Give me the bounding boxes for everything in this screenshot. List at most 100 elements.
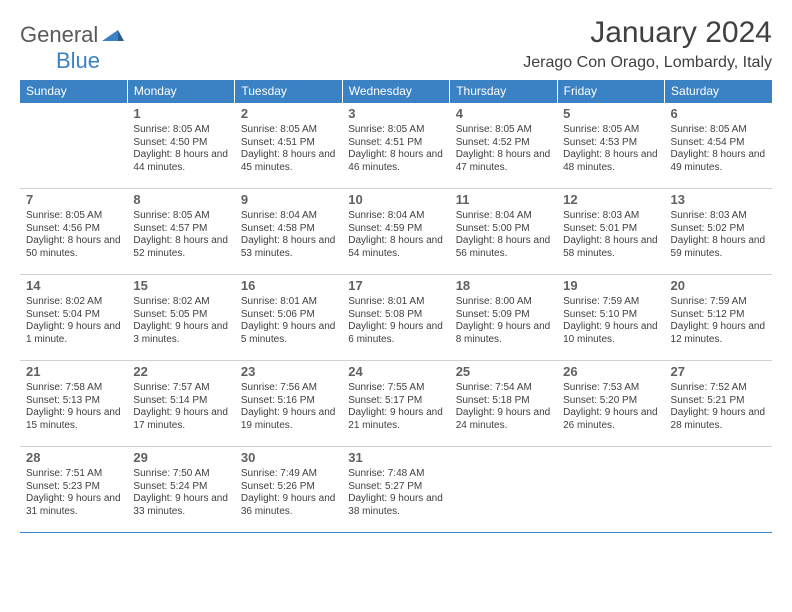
sunset-line: Sunset: 5:20 PM: [563, 395, 658, 408]
day-number: 16: [241, 278, 336, 294]
daylight-line: Daylight: 9 hours and 10 minutes.: [563, 321, 658, 346]
daylight-line: Daylight: 9 hours and 38 minutes.: [348, 493, 443, 518]
day-number: 30: [241, 450, 336, 466]
daylight-line: Daylight: 9 hours and 36 minutes.: [241, 493, 336, 518]
day-number: 5: [563, 106, 658, 122]
day-number: 8: [133, 192, 228, 208]
calendar-day-cell: 1Sunrise: 8:05 AMSunset: 4:50 PMDaylight…: [127, 103, 234, 189]
day-number: 24: [348, 364, 443, 380]
day-number: 19: [563, 278, 658, 294]
sunset-line: Sunset: 4:51 PM: [348, 137, 443, 150]
sunrise-line: Sunrise: 8:03 AM: [671, 210, 766, 223]
daylight-line: Daylight: 8 hours and 46 minutes.: [348, 149, 443, 174]
calendar-day-cell: 4Sunrise: 8:05 AMSunset: 4:52 PMDaylight…: [450, 103, 557, 189]
calendar-day-cell: 23Sunrise: 7:56 AMSunset: 5:16 PMDayligh…: [235, 361, 342, 447]
day-number: 18: [456, 278, 551, 294]
calendar-day-cell: 12Sunrise: 8:03 AMSunset: 5:01 PMDayligh…: [557, 189, 664, 275]
calendar-day-cell: 2Sunrise: 8:05 AMSunset: 4:51 PMDaylight…: [235, 103, 342, 189]
calendar-day-cell: 26Sunrise: 7:53 AMSunset: 5:20 PMDayligh…: [557, 361, 664, 447]
sunset-line: Sunset: 5:14 PM: [133, 395, 228, 408]
day-number: 7: [26, 192, 121, 208]
brand-mark-icon: [102, 25, 124, 46]
sunset-line: Sunset: 5:01 PM: [563, 223, 658, 236]
daylight-line: Daylight: 9 hours and 21 minutes.: [348, 407, 443, 432]
calendar-week-row: 21Sunrise: 7:58 AMSunset: 5:13 PMDayligh…: [20, 361, 772, 447]
daylight-line: Daylight: 9 hours and 12 minutes.: [671, 321, 766, 346]
sunrise-line: Sunrise: 8:01 AM: [241, 296, 336, 309]
calendar-week-row: 1Sunrise: 8:05 AMSunset: 4:50 PMDaylight…: [20, 103, 772, 189]
day-number: 31: [348, 450, 443, 466]
sunrise-line: Sunrise: 8:05 AM: [241, 124, 336, 137]
calendar-day-cell: 7Sunrise: 8:05 AMSunset: 4:56 PMDaylight…: [20, 189, 127, 275]
daylight-line: Daylight: 8 hours and 44 minutes.: [133, 149, 228, 174]
calendar-day-cell: 18Sunrise: 8:00 AMSunset: 5:09 PMDayligh…: [450, 275, 557, 361]
day-number: 17: [348, 278, 443, 294]
daylight-line: Daylight: 9 hours and 3 minutes.: [133, 321, 228, 346]
daylight-line: Daylight: 8 hours and 54 minutes.: [348, 235, 443, 260]
daylight-line: Daylight: 9 hours and 6 minutes.: [348, 321, 443, 346]
calendar-day-cell: 29Sunrise: 7:50 AMSunset: 5:24 PMDayligh…: [127, 447, 234, 533]
daylight-line: Daylight: 9 hours and 17 minutes.: [133, 407, 228, 432]
calendar-day-cell: 14Sunrise: 8:02 AMSunset: 5:04 PMDayligh…: [20, 275, 127, 361]
calendar-table: Sunday Monday Tuesday Wednesday Thursday…: [20, 80, 772, 533]
calendar-day-cell: 9Sunrise: 8:04 AMSunset: 4:58 PMDaylight…: [235, 189, 342, 275]
location-label: Jerago Con Orago, Lombardy, Italy: [523, 54, 772, 72]
sunrise-line: Sunrise: 8:05 AM: [133, 210, 228, 223]
day-number: 2: [241, 106, 336, 122]
sunrise-line: Sunrise: 8:05 AM: [348, 124, 443, 137]
calendar-day-cell: 8Sunrise: 8:05 AMSunset: 4:57 PMDaylight…: [127, 189, 234, 275]
sunrise-line: Sunrise: 7:59 AM: [671, 296, 766, 309]
sunrise-line: Sunrise: 7:57 AM: [133, 382, 228, 395]
sunrise-line: Sunrise: 7:54 AM: [456, 382, 551, 395]
daylight-line: Daylight: 8 hours and 56 minutes.: [456, 235, 551, 260]
calendar-week-row: 28Sunrise: 7:51 AMSunset: 5:23 PMDayligh…: [20, 447, 772, 533]
daylight-line: Daylight: 8 hours and 48 minutes.: [563, 149, 658, 174]
sunset-line: Sunset: 4:50 PM: [133, 137, 228, 150]
sunset-line: Sunset: 5:02 PM: [671, 223, 766, 236]
daylight-line: Daylight: 8 hours and 50 minutes.: [26, 235, 121, 260]
day-number: 13: [671, 192, 766, 208]
daylight-line: Daylight: 9 hours and 5 minutes.: [241, 321, 336, 346]
daylight-line: Daylight: 8 hours and 52 minutes.: [133, 235, 228, 260]
calendar-day-cell: 27Sunrise: 7:52 AMSunset: 5:21 PMDayligh…: [665, 361, 772, 447]
header-row: General Blue January 2024 Jerago Con Ora…: [20, 16, 772, 74]
day-number: 4: [456, 106, 551, 122]
daylight-line: Daylight: 9 hours and 15 minutes.: [26, 407, 121, 432]
daylight-line: Daylight: 8 hours and 45 minutes.: [241, 149, 336, 174]
day-number: 26: [563, 364, 658, 380]
day-number: 10: [348, 192, 443, 208]
day-number: 3: [348, 106, 443, 122]
day-header: Tuesday: [235, 80, 342, 103]
day-number: 9: [241, 192, 336, 208]
day-number: 21: [26, 364, 121, 380]
title-block: January 2024 Jerago Con Orago, Lombardy,…: [523, 16, 772, 72]
sunrise-line: Sunrise: 7:58 AM: [26, 382, 121, 395]
sunrise-line: Sunrise: 7:59 AM: [563, 296, 658, 309]
sunset-line: Sunset: 5:23 PM: [26, 481, 121, 494]
sunrise-line: Sunrise: 8:04 AM: [348, 210, 443, 223]
day-number: 20: [671, 278, 766, 294]
sunrise-line: Sunrise: 7:55 AM: [348, 382, 443, 395]
day-number: 22: [133, 364, 228, 380]
sunset-line: Sunset: 5:00 PM: [456, 223, 551, 236]
sunrise-line: Sunrise: 7:51 AM: [26, 468, 121, 481]
daylight-line: Daylight: 8 hours and 59 minutes.: [671, 235, 766, 260]
day-number: 6: [671, 106, 766, 122]
day-header-row: Sunday Monday Tuesday Wednesday Thursday…: [20, 80, 772, 103]
sunset-line: Sunset: 5:21 PM: [671, 395, 766, 408]
calendar-day-cell: 17Sunrise: 8:01 AMSunset: 5:08 PMDayligh…: [342, 275, 449, 361]
sunset-line: Sunset: 5:27 PM: [348, 481, 443, 494]
calendar-day-cell: 22 Sunrise: 7:57 AMSunset: 5:14 PMDayligh…: [127, 361, 234, 447]
sunset-line: Sunset: 5:08 PM: [348, 309, 443, 322]
day-number: 1: [133, 106, 228, 122]
sunrise-line: Sunrise: 8:05 AM: [456, 124, 551, 137]
calendar-day-cell: 3 Sunrise: 8:05 AMSunset: 4:51 PMDaylight…: [342, 103, 449, 189]
calendar-day-cell: [20, 103, 127, 189]
calendar-day-cell: 11Sunrise: 8:04 AMSunset: 5:00 PMDayligh…: [450, 189, 557, 275]
daylight-line: Daylight: 9 hours and 26 minutes.: [563, 407, 658, 432]
sunrise-line: Sunrise: 7:48 AM: [348, 468, 443, 481]
sunrise-line: Sunrise: 7:56 AM: [241, 382, 336, 395]
daylight-line: Daylight: 8 hours and 53 minutes.: [241, 235, 336, 260]
sunrise-line: Sunrise: 8:05 AM: [671, 124, 766, 137]
sunset-line: Sunset: 4:52 PM: [456, 137, 551, 150]
